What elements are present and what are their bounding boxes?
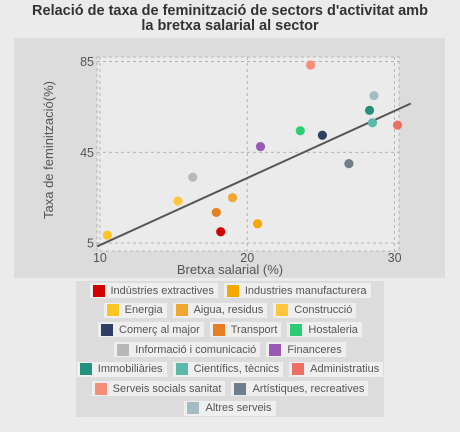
- x-tick-label: 20: [240, 251, 254, 265]
- data-point: [255, 142, 266, 152]
- data-point: [252, 219, 263, 229]
- legend-label: Indústries extractives: [110, 284, 214, 297]
- legend-item: Serveis socials sanitat: [91, 381, 226, 397]
- legend-label: Científics, tècnics: [193, 363, 280, 376]
- legend-swatch: [101, 323, 114, 336]
- legend-swatch: [292, 363, 305, 376]
- legend-label: Hostaleria: [308, 323, 358, 336]
- legend-row: Comerç al major Transport Hostaleria: [76, 320, 384, 340]
- legend-item: Financeres: [266, 342, 346, 358]
- legend-item: Industries manufacturera: [223, 283, 371, 299]
- chart-title-line-1: Relació de taxa de feminització de secto…: [32, 3, 428, 19]
- data-point: [364, 105, 375, 115]
- legend-swatch: [212, 323, 225, 336]
- legend-label: Administratius: [310, 363, 380, 376]
- legend: Indústries extractives Industries manufac…: [76, 281, 384, 417]
- legend-swatch: [175, 363, 188, 376]
- legend-item: Altres serveis: [184, 400, 276, 416]
- data-point: [369, 90, 379, 101]
- data-point: [295, 126, 305, 136]
- data-point: [102, 230, 112, 240]
- data-point: [216, 227, 226, 237]
- legend-item: Hostaleria: [287, 322, 362, 338]
- legend-label: Aigua, residus: [193, 304, 264, 317]
- legend-row: Indústries extractives Industries manufac…: [76, 281, 384, 301]
- data-point: [173, 196, 183, 206]
- legend-item: Immobiliàries: [76, 361, 167, 377]
- legend-swatch: [79, 363, 92, 376]
- legend-swatch: [226, 284, 239, 297]
- data-point: [317, 130, 327, 140]
- data-point: [367, 118, 378, 128]
- data-point: [227, 193, 238, 203]
- legend-item: Indústries extractives: [89, 283, 218, 299]
- legend-label: Industries manufacturera: [244, 284, 367, 297]
- legend-item: Construcció: [273, 302, 357, 318]
- legend-item: Aigua, residus: [172, 302, 268, 318]
- y-axis-label: Taxa de feminització(%): [41, 81, 56, 219]
- legend-row: Energia Aigua, residus Construcció: [76, 301, 384, 321]
- legend-swatch: [175, 304, 188, 317]
- legend-item: Informació i comunicació: [114, 342, 261, 358]
- data-point: [306, 60, 316, 70]
- legend-item: Artístiques, recreatives: [231, 381, 369, 397]
- trendline-group: [96, 102, 412, 248]
- legend-item: Científics, tècnics: [172, 361, 284, 377]
- legend-label: Financeres: [287, 343, 342, 356]
- legend-item: Transport: [209, 322, 282, 338]
- legend-label: Informació i comunicació: [135, 343, 257, 356]
- legend-swatch: [269, 343, 282, 356]
- legend-label: Transport: [230, 323, 278, 336]
- legend-swatch: [234, 382, 247, 395]
- legend-label: Energia: [124, 304, 163, 317]
- chart-title-line-2: la bretxa salarial al sector: [141, 18, 319, 34]
- legend-item: Administratius: [289, 361, 384, 377]
- legend-swatch: [290, 323, 303, 336]
- chart-title: Relació de taxa de feminització de secto…: [0, 4, 460, 34]
- legend-swatch: [187, 402, 200, 415]
- y-tick-label: 5: [87, 237, 94, 251]
- legend-swatch: [94, 382, 107, 395]
- data-point: [211, 207, 221, 218]
- trendline: [96, 102, 412, 248]
- data-point: [392, 120, 403, 130]
- legend-row: Informació i comunicació Financeres: [76, 340, 384, 360]
- legend-label: Construcció: [294, 304, 353, 317]
- grid-lines: [96, 56, 400, 252]
- x-tick-label: 30: [388, 251, 402, 265]
- legend-label: Serveis socials sanitat: [112, 382, 222, 395]
- data-points: [102, 60, 403, 240]
- legend-label: Artístiques, recreatives: [252, 382, 365, 395]
- data-point: [188, 172, 198, 182]
- plot-border: [96, 56, 400, 252]
- legend-label: Altres serveis: [205, 402, 272, 415]
- legend-row: Serveis socials sanitat Artístiques, recr…: [76, 379, 384, 399]
- x-axis-label: Bretxa salarial (%): [177, 262, 283, 277]
- legend-label: Immobiliàries: [97, 363, 163, 376]
- legend-item: Energia: [103, 302, 167, 318]
- tick-labels: 10 20 30 5 45 85: [80, 55, 401, 265]
- legend-row: Altres serveis: [76, 399, 384, 419]
- legend-label: Comerç al major: [119, 323, 200, 336]
- plot-area: [97, 57, 399, 251]
- y-tick-label: 85: [80, 55, 94, 69]
- legend-row: Immobiliàries Científics, tècnics Administ…: [76, 359, 384, 379]
- data-point: [344, 159, 354, 169]
- legend-swatch: [92, 284, 105, 297]
- legend-swatch: [276, 304, 289, 317]
- legend-swatch: [106, 304, 119, 317]
- x-tick-label: 10: [93, 251, 107, 265]
- y-tick-label: 45: [80, 146, 94, 160]
- legend-swatch: [117, 343, 130, 356]
- legend-item: Comerç al major: [98, 322, 204, 338]
